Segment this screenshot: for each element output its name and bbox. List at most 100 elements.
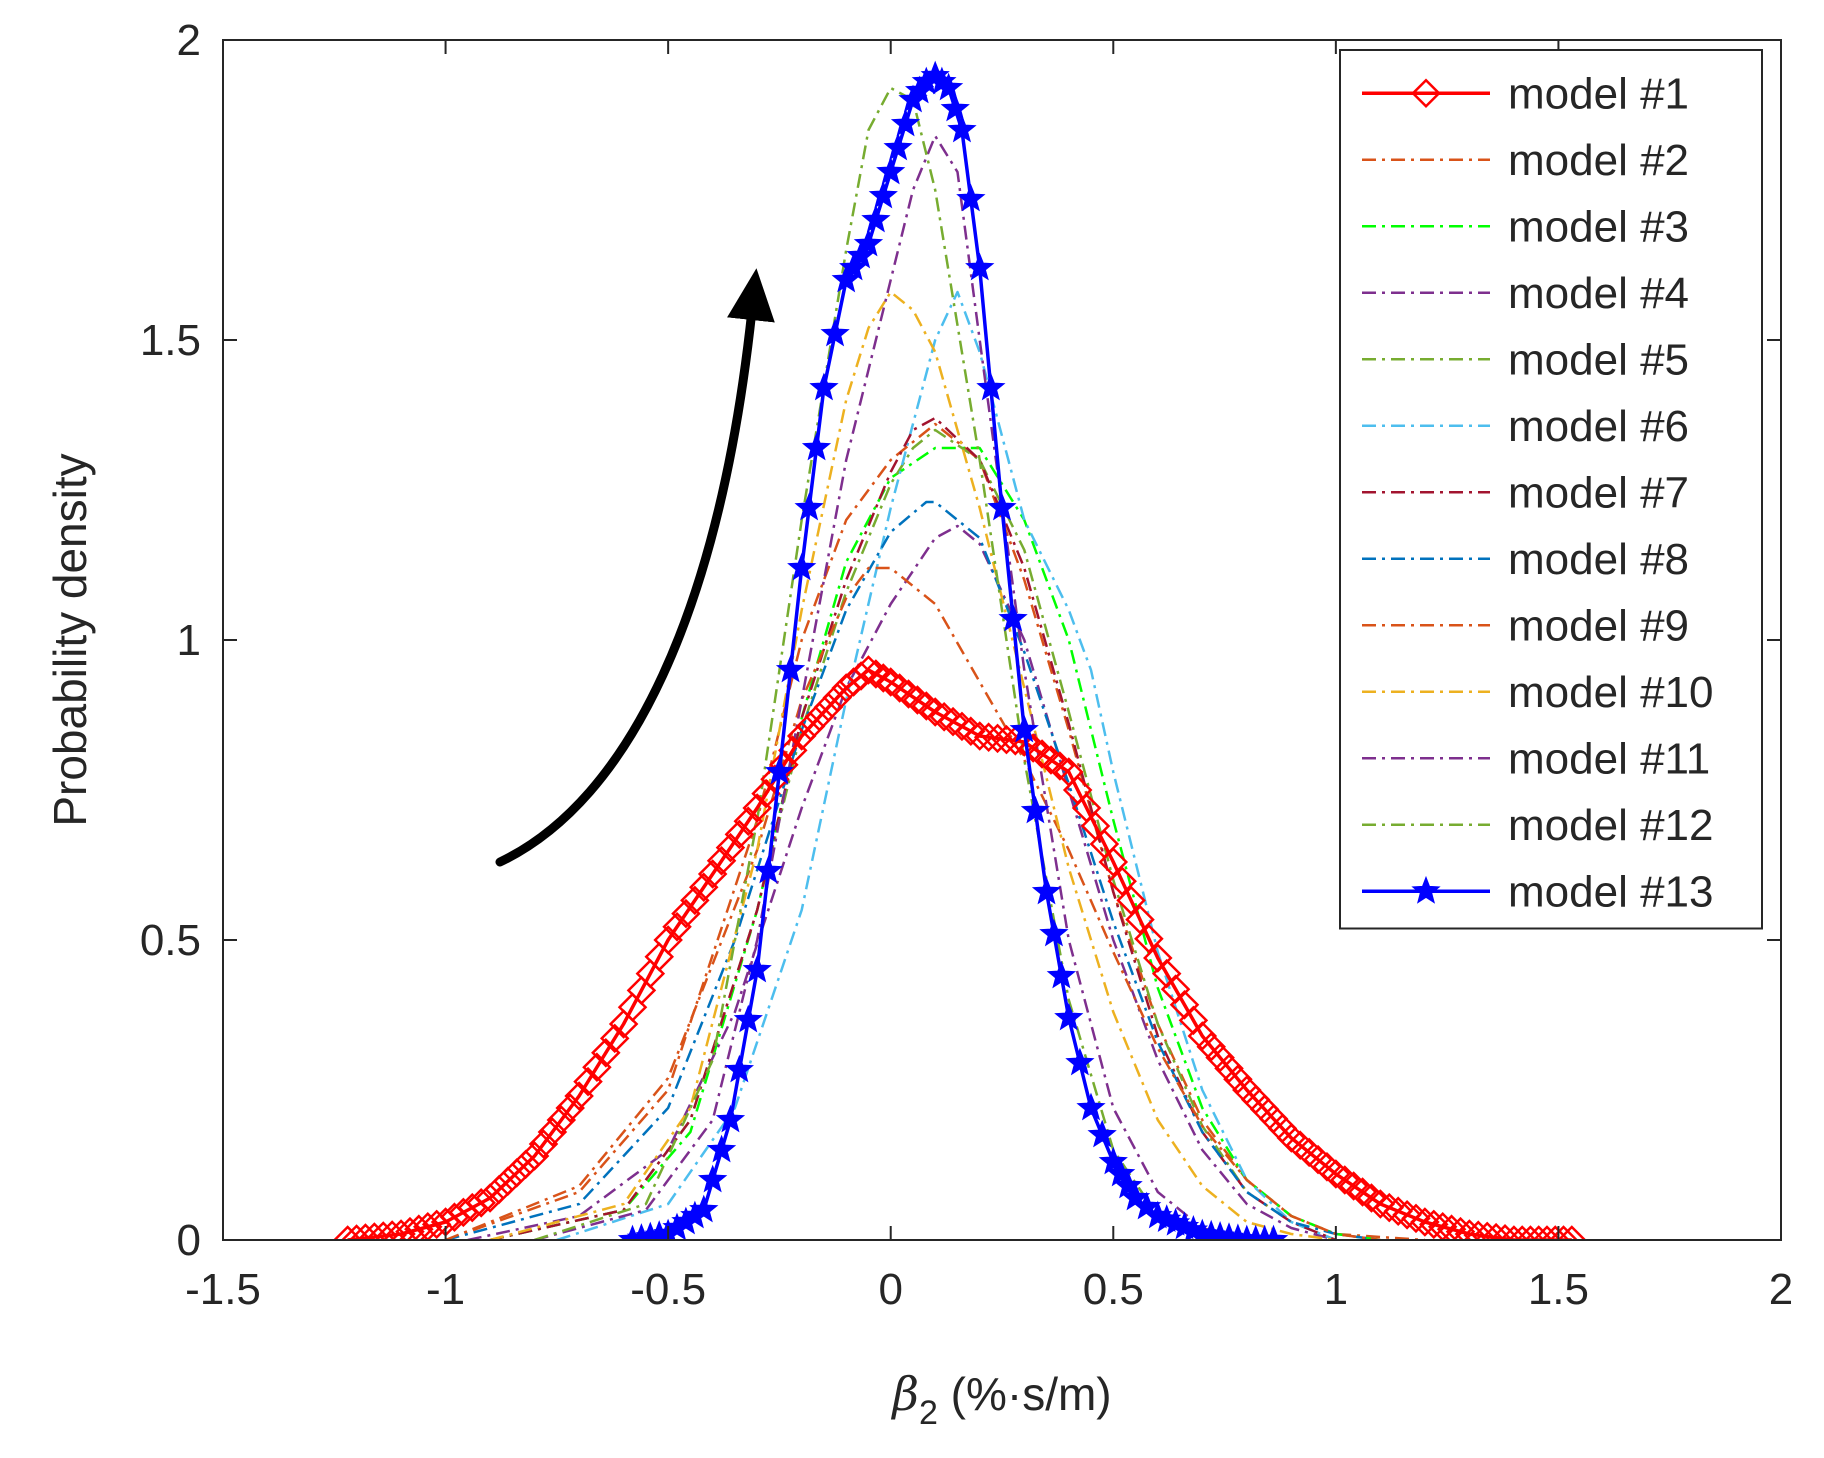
diamond-marker	[475, 1183, 505, 1213]
y-tick-label: 1	[177, 616, 201, 665]
series-4	[467, 524, 1337, 1240]
legend-label: model #12	[1508, 801, 1713, 850]
diamond-marker	[1187, 1021, 1218, 1051]
star-marker	[1113, 1170, 1143, 1199]
legend-label: model #2	[1508, 136, 1689, 185]
star-marker	[1076, 1092, 1106, 1121]
x-axis: -1.5 -1 -0.5 0 0.5 1 1.5 2	[185, 40, 1793, 1314]
diamond-marker	[546, 1105, 577, 1135]
star-marker	[1106, 1158, 1136, 1187]
star-marker	[940, 93, 970, 122]
diamond-marker	[893, 679, 924, 709]
diamond-marker	[1107, 866, 1137, 896]
star-marker	[1098, 1146, 1128, 1175]
star-marker	[1009, 714, 1039, 743]
star-marker	[1258, 1224, 1289, 1240]
star-marker	[689, 1194, 719, 1223]
diamond-marker	[1481, 1222, 1511, 1240]
star-marker	[883, 132, 913, 161]
star-marker	[733, 1004, 763, 1033]
x-tick-label: 0.5	[1083, 1265, 1144, 1314]
diamond-marker	[1329, 1165, 1360, 1195]
diamond-marker	[875, 667, 906, 697]
diamond-marker	[1223, 1064, 1253, 1094]
diamond-marker	[386, 1219, 416, 1240]
star-marker	[1031, 876, 1062, 905]
legend-entry: model #5	[1362, 335, 1689, 384]
diamond-marker	[599, 1023, 630, 1054]
diamond-marker	[537, 1117, 568, 1147]
diamond-marker	[853, 655, 884, 685]
diamond-marker	[582, 1052, 612, 1082]
legend-label: model #10	[1508, 668, 1713, 717]
x-axis-subscript: 2	[919, 1394, 938, 1432]
diamond-marker	[1401, 1203, 1431, 1234]
diamond-marker	[484, 1174, 514, 1205]
diamond-marker	[591, 1038, 621, 1068]
diamond-marker	[1196, 1032, 1226, 1062]
diamond-marker	[680, 885, 710, 916]
star-marker	[697, 1164, 728, 1193]
series-line	[556, 290, 1337, 1240]
diamond-marker	[1392, 1200, 1422, 1230]
star-marker	[809, 372, 839, 401]
diamond-marker	[868, 663, 899, 693]
x-tick-label: 0	[878, 1265, 902, 1314]
star-marker	[794, 492, 824, 521]
diamond-marker	[510, 1149, 541, 1180]
legend-label: model #5	[1508, 335, 1689, 384]
star-marker	[801, 432, 832, 461]
x-axis-unit: (%·s/m)	[938, 1368, 1112, 1420]
diamond-marker	[1365, 1189, 1396, 1219]
star-marker	[861, 204, 891, 233]
series-line	[489, 446, 1381, 1240]
diamond-marker	[991, 724, 1022, 755]
diamond-marker	[861, 659, 891, 689]
star-marker	[998, 603, 1028, 632]
series-13	[617, 60, 1289, 1240]
diamond-marker	[920, 697, 950, 727]
diamond-marker	[902, 685, 933, 715]
diamond-marker	[688, 872, 719, 902]
diamond-marker	[956, 716, 986, 746]
star-marker	[764, 756, 795, 785]
diamond-marker	[1410, 1207, 1440, 1237]
diamond-marker	[1548, 1225, 1579, 1240]
star-marker	[742, 954, 772, 983]
legend-entry: model #11	[1362, 734, 1710, 783]
legend-label: model #9	[1508, 601, 1689, 650]
diamond-marker	[1419, 1209, 1449, 1240]
diamond-marker	[573, 1066, 603, 1097]
star-marker	[976, 372, 1006, 401]
star-marker	[868, 180, 898, 209]
diamond-marker	[1454, 1219, 1485, 1240]
legend-entry: model #3	[1362, 202, 1689, 251]
diamond-marker	[733, 806, 764, 836]
y-tick-label: 2	[177, 16, 201, 65]
legend-entry: model #7	[1362, 468, 1689, 517]
x-tick-label: 1.5	[1528, 1265, 1589, 1314]
diamond-marker	[1116, 885, 1146, 916]
star-marker	[1087, 1119, 1117, 1148]
diamond-marker	[947, 711, 977, 742]
trend-arrow	[495, 268, 775, 867]
series-11	[534, 134, 1248, 1240]
star-marker	[876, 156, 906, 185]
diamond-marker	[1356, 1183, 1387, 1213]
star-marker	[715, 1104, 746, 1133]
star-marker	[1046, 960, 1077, 989]
diamond-marker	[1098, 847, 1129, 877]
diamond-marker	[982, 723, 1013, 754]
legend-label: model #7	[1508, 468, 1689, 517]
series-line	[445, 422, 1425, 1240]
x-axis-symbol: β	[890, 1367, 919, 1421]
diamond-marker	[1338, 1171, 1369, 1201]
series-2	[445, 422, 1425, 1240]
diamond-marker	[1463, 1220, 1494, 1240]
y-tick-label: 0.5	[140, 916, 201, 965]
legend-entry: model #12	[1362, 801, 1713, 850]
legend-entry: model #13	[1362, 867, 1713, 916]
star-marker	[987, 492, 1017, 521]
diamond-marker	[813, 692, 844, 722]
diamond-marker	[911, 691, 942, 721]
